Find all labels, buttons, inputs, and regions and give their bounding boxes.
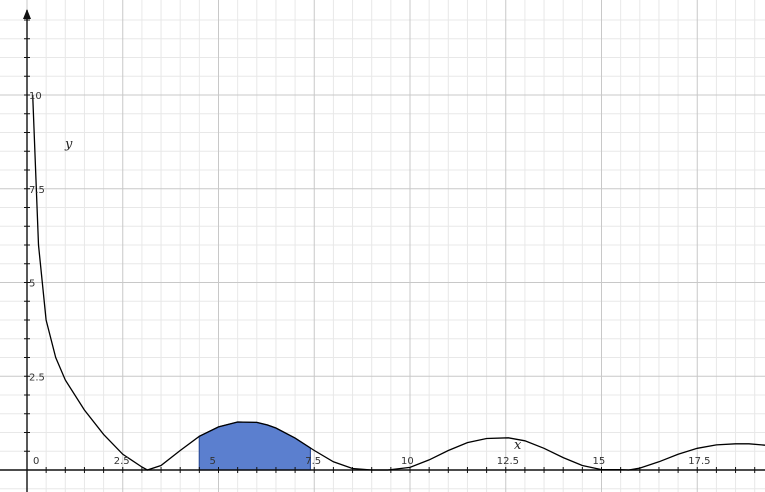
x-tick-label: 10 — [401, 456, 414, 467]
y-tick-label: 5 — [29, 279, 35, 290]
shaded-region — [198, 421, 311, 471]
y-axis-arrow — [23, 9, 31, 19]
shaded-region-layer — [198, 421, 311, 471]
x-tick-label: 5 — [210, 456, 216, 467]
x-tick-label: 2.5 — [114, 456, 130, 467]
x-tick-label: 15 — [593, 456, 606, 467]
x-tick-label: 17.5 — [688, 456, 710, 467]
x-axis-label: x — [514, 438, 522, 453]
function-curve — [32, 94, 765, 471]
tick-labels: 0 2.5 5 7.5 10 12.5 15 17.5 2.5 5 7.5 10 — [29, 91, 711, 467]
x-tick-label: 12.5 — [497, 456, 519, 467]
curve-layer — [32, 94, 765, 471]
y-tick-label: 7.5 — [29, 185, 45, 196]
x-tick-label: 7.5 — [305, 456, 321, 467]
y-axis-label: y — [64, 137, 73, 152]
y-tick-label: 2.5 — [29, 372, 45, 383]
axes — [0, 9, 765, 492]
y-tick-label: 10 — [29, 91, 42, 102]
x-tick-label: 0 — [33, 456, 39, 467]
